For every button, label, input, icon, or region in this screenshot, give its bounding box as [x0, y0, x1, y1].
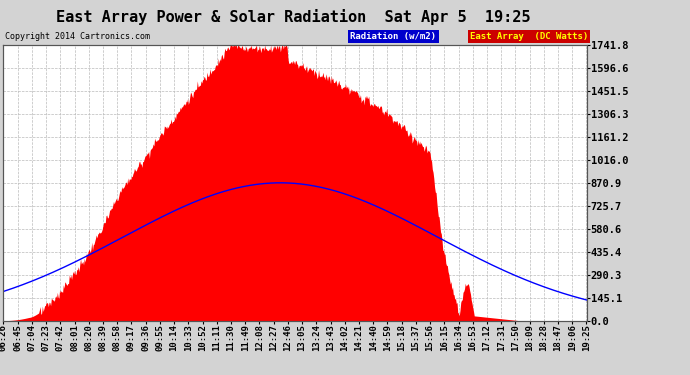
Text: Radiation (w/m2): Radiation (w/m2)	[351, 32, 436, 41]
Text: East Array  (DC Watts): East Array (DC Watts)	[470, 32, 588, 41]
Text: Copyright 2014 Cartronics.com: Copyright 2014 Cartronics.com	[5, 32, 150, 41]
Text: East Array Power & Solar Radiation  Sat Apr 5  19:25: East Array Power & Solar Radiation Sat A…	[56, 9, 531, 26]
